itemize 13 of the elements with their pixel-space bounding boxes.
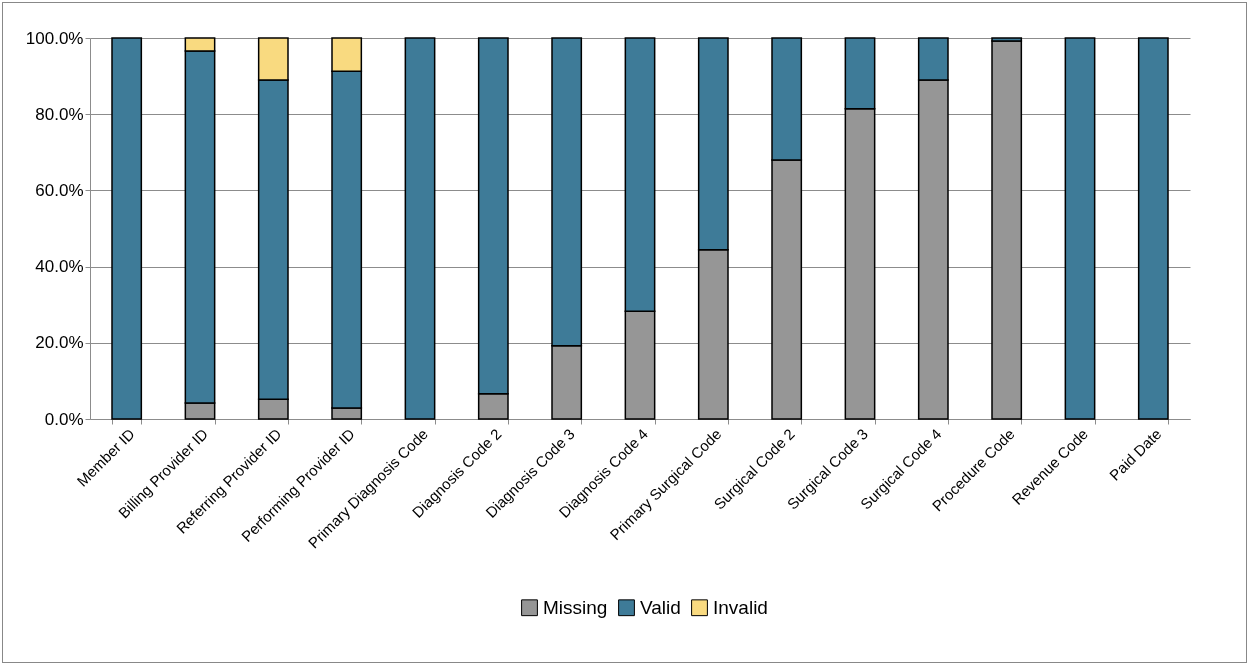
- legend-label: Missing: [543, 596, 608, 618]
- y-tick-label: 0.0%: [44, 409, 84, 429]
- bar: [1064, 37, 1096, 420]
- y-tick-label: 80.0%: [35, 104, 84, 124]
- y-tick-label: 40.0%: [35, 257, 84, 277]
- legend-label: Valid: [640, 596, 681, 618]
- y-tick-label: 100.0%: [25, 28, 84, 48]
- bar: [111, 37, 143, 420]
- bar: [1137, 37, 1169, 420]
- legend-label: Invalid: [713, 596, 768, 618]
- y-tick-label: 20.0%: [35, 333, 84, 353]
- y-tick-label: 60.0%: [35, 180, 84, 200]
- bar: [404, 37, 436, 420]
